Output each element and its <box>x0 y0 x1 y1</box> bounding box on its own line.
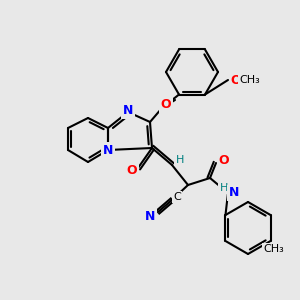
Text: N: N <box>145 209 155 223</box>
Text: H: H <box>220 183 228 193</box>
Text: CH₃: CH₃ <box>263 244 284 254</box>
Text: N: N <box>103 143 113 157</box>
Text: N: N <box>123 104 133 118</box>
Text: O: O <box>231 74 241 86</box>
Text: N: N <box>229 187 239 200</box>
Text: O: O <box>219 154 229 166</box>
Text: C: C <box>173 192 181 202</box>
Text: O: O <box>127 164 137 178</box>
Text: H: H <box>176 155 184 165</box>
Text: CH₃: CH₃ <box>240 75 260 85</box>
Text: O: O <box>161 98 171 112</box>
